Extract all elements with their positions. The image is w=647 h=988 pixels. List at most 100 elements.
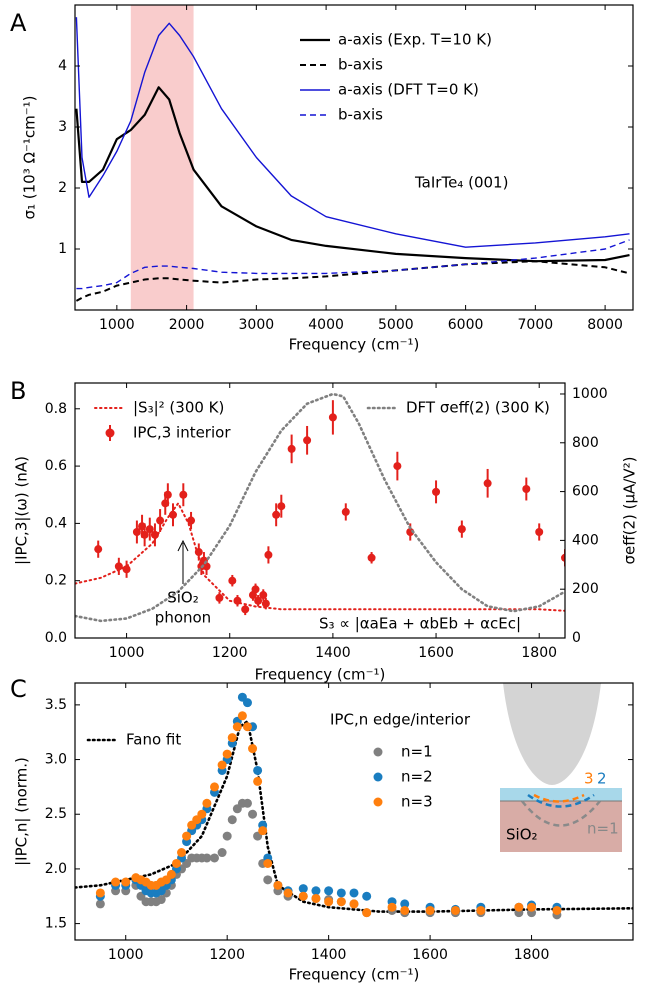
y-tick-label: 0.4 [45,515,67,531]
inset-label: 2 [597,770,607,788]
data-point [227,733,237,743]
data-point [362,908,372,918]
plot-area [75,692,633,920]
inset-tip [503,683,601,785]
data-point [187,516,196,525]
annotation-arrowhead [177,539,189,552]
y-axis-label: σ₁ (10³ Ω⁻¹cm⁻¹) [21,95,39,219]
legend-marker [373,772,383,782]
data-point [232,722,242,732]
data-line [75,392,565,623]
legend-marker [373,747,383,757]
y-tick-label: 4 [58,58,67,74]
panel-letter: A [10,9,27,37]
data-point [298,891,308,901]
legend-label: a-axis (DFT T=0 K) [338,81,479,99]
data-point [311,893,321,903]
y-tick-label: 3 [58,119,67,135]
y-tick-label: 0.0 [45,630,67,646]
y2-tick-label: 0 [572,630,581,646]
inset-arc [533,793,585,803]
data-point [328,413,337,422]
legend-label: Fano fit [126,731,181,749]
x-tick-label: 4000 [308,317,344,333]
data-point [367,553,376,562]
legend-label: DFT σeff(2) (300 K) [406,399,550,417]
inset-label: n=1 [587,820,619,838]
data-point [258,826,268,836]
data-point [336,888,346,898]
data-point [122,565,131,574]
inset-substrate [500,801,622,852]
legend-label: n=2 [401,768,433,786]
x-axis-label: Frequency (cm⁻¹) [289,336,420,354]
data-point [227,815,237,825]
y2-tick-label: 400 [572,532,599,548]
data-point [150,530,159,539]
x-tick-label: 6000 [448,317,484,333]
data-point [263,858,273,868]
y-tick-label: 2.5 [45,806,67,822]
data-line [75,86,630,263]
x-tick-label: 2000 [169,317,205,333]
data-point [237,711,247,721]
data-line [75,502,565,612]
inset-arc [527,793,595,808]
data-point [561,553,565,562]
inset-label: SiO₂ [506,826,538,844]
data-point [400,899,410,909]
data-point [522,485,531,494]
data-point [400,905,410,915]
data-point [349,899,359,909]
data-point [156,895,166,905]
plot-area [75,392,565,623]
x-tick-label: 1800 [521,645,557,661]
plot-area [75,5,630,310]
data-point [259,591,268,600]
legend-label: b-axis [338,106,383,124]
data-point [535,527,544,536]
x-tick-label: 8000 [587,317,623,333]
x-axis-label: Frequency (cm⁻¹) [289,966,420,984]
data-point [194,548,203,557]
data-point [215,593,224,602]
x-tick-label: 1000 [108,947,144,963]
data-point [242,698,252,708]
y-tick-label: 2.0 [45,861,67,877]
x-tick-label: 1400 [311,947,347,963]
y2-tick-label: 200 [572,581,599,597]
x-tick-label: 1200 [209,947,245,963]
data-point [287,444,296,453]
y-axis-label: |IPC,n| (norm.) [13,757,31,866]
data-point [254,596,263,605]
data-point [264,550,273,559]
axes-frame [74,4,634,311]
y2-tick-label: 1000 [572,386,608,402]
legend-label: b-axis [338,56,383,74]
annotation: SiO₂ [167,589,199,607]
data-point [527,902,537,912]
data-point [202,562,211,571]
data-point [140,530,149,539]
data-point [324,897,334,907]
data-point [552,905,562,915]
legend-label: |S₃|² (300 K) [133,399,224,417]
data-point [261,599,270,608]
y-tick-label: 3.0 [45,752,67,768]
data-point [95,899,105,909]
y-tick-label: 0.2 [45,573,67,589]
data-point [132,527,141,536]
legend-label: n=3 [401,793,433,811]
data-point [217,848,227,858]
data-point [450,905,460,915]
x-tick-label: 7000 [518,317,554,333]
data-point [114,562,123,571]
panel-letter: C [10,675,27,703]
x-tick-label: 3000 [239,317,275,333]
data-point [233,596,242,605]
data-point [253,776,263,786]
data-point [228,576,237,585]
data-point [222,831,232,841]
y-axis-label: |IPC,3|(ω) (nA) [13,456,31,565]
data-point [341,507,350,516]
